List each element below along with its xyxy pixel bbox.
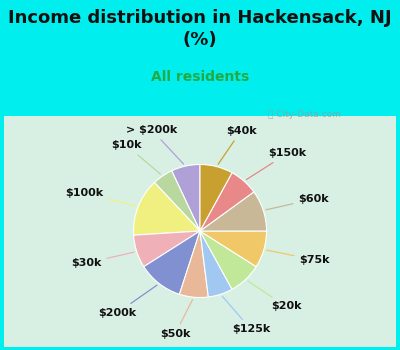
Text: $60k: $60k bbox=[266, 194, 329, 210]
Wedge shape bbox=[144, 231, 200, 294]
Wedge shape bbox=[200, 231, 232, 297]
Text: $10k: $10k bbox=[111, 140, 160, 174]
Text: $20k: $20k bbox=[248, 281, 301, 312]
Text: $40k: $40k bbox=[218, 126, 256, 164]
Text: All residents: All residents bbox=[151, 70, 249, 84]
Text: $30k: $30k bbox=[71, 252, 134, 268]
Wedge shape bbox=[172, 164, 200, 231]
Wedge shape bbox=[134, 231, 200, 267]
Text: $75k: $75k bbox=[267, 250, 330, 265]
Text: $125k: $125k bbox=[222, 296, 270, 334]
Text: > $200k: > $200k bbox=[126, 125, 184, 164]
Text: $200k: $200k bbox=[98, 285, 157, 318]
Text: $50k: $50k bbox=[160, 300, 192, 339]
Wedge shape bbox=[200, 231, 256, 289]
Wedge shape bbox=[200, 173, 254, 231]
Wedge shape bbox=[200, 192, 266, 231]
Text: $100k: $100k bbox=[66, 188, 136, 206]
Text: ⓘ City-Data.com: ⓘ City-Data.com bbox=[268, 110, 340, 119]
Wedge shape bbox=[200, 231, 266, 267]
Wedge shape bbox=[180, 231, 208, 298]
Wedge shape bbox=[200, 164, 232, 231]
Wedge shape bbox=[134, 182, 200, 235]
Text: $150k: $150k bbox=[246, 148, 306, 180]
Text: Income distribution in Hackensack, NJ
(%): Income distribution in Hackensack, NJ (%… bbox=[8, 9, 392, 49]
Wedge shape bbox=[154, 171, 200, 231]
